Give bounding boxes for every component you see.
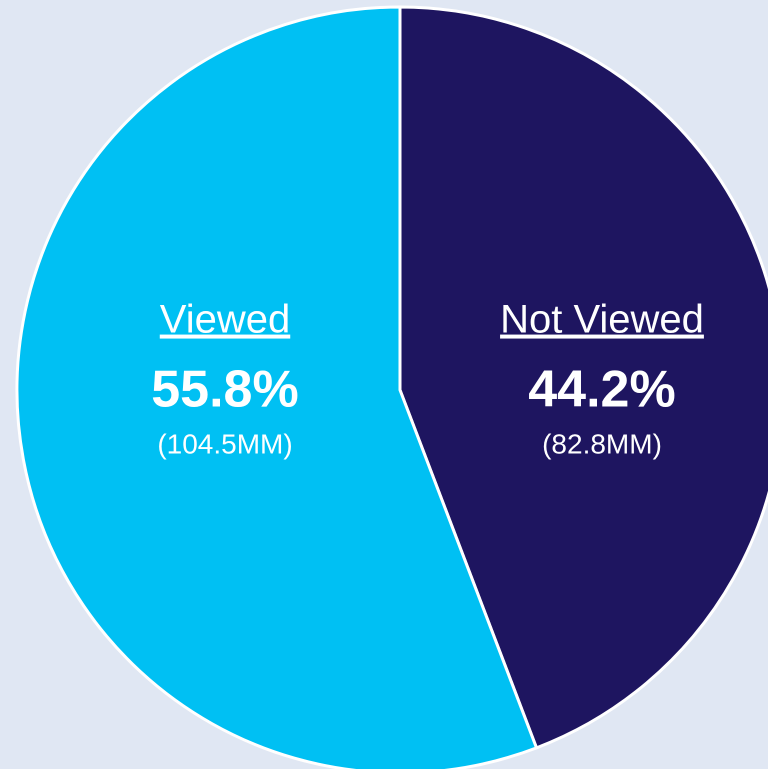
slice-percent: 55.8% [151, 361, 298, 419]
slice-amount: (82.8MM) [542, 428, 662, 459]
slice-category: Not Viewed [500, 298, 704, 342]
pie-slice [15, 5, 539, 769]
pie-slice [398, 5, 768, 750]
slice-category: Viewed [160, 298, 290, 342]
slice-amount: (104.5MM) [157, 428, 292, 459]
slice-percent: 44.2% [528, 361, 675, 419]
